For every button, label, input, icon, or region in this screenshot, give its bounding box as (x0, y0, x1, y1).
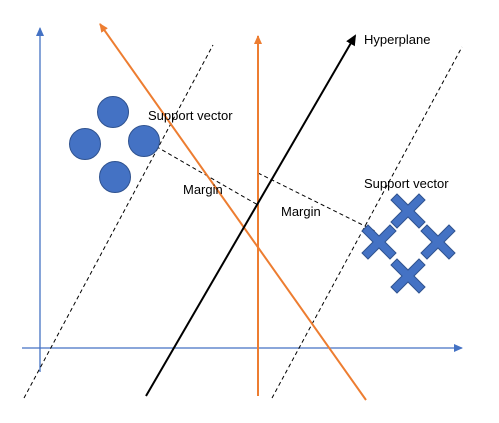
class-a-point (99, 161, 131, 193)
class-b-point (390, 258, 426, 294)
orange-diagonal-line (99, 23, 367, 401)
class-a-points (69, 96, 160, 193)
margin-connector-right (257, 172, 378, 233)
class-b-points (361, 193, 456, 294)
margin-boundary-right (271, 46, 463, 399)
class-b-point (390, 193, 426, 229)
margin-label-right: Margin (281, 204, 321, 219)
margin-boundary-left (23, 44, 214, 399)
class-b-support-vector (361, 224, 397, 260)
class-a-support-vector (128, 125, 160, 157)
support-vector-label-right: Support vector (364, 176, 449, 191)
margin-label-left: Margin (183, 182, 223, 197)
support-vector-label-left: Support vector (148, 108, 233, 123)
hyperplane-label: Hyperplane (364, 32, 431, 47)
hyperplane-line (145, 34, 357, 397)
class-b-point (420, 224, 456, 260)
class-a-point (69, 128, 101, 160)
class-a-point (97, 96, 129, 128)
